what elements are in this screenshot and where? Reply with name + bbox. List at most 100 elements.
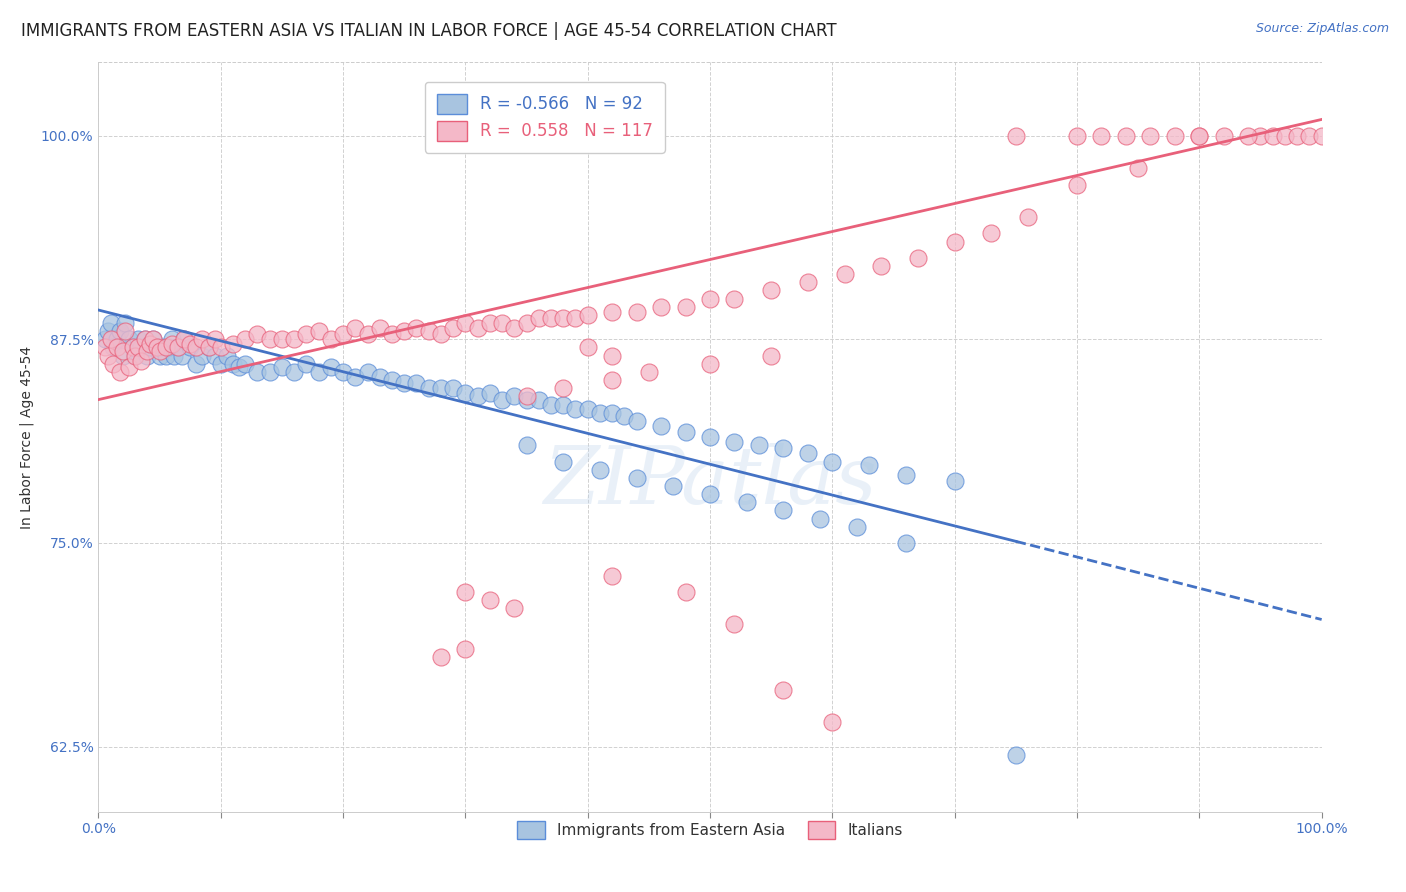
Point — [430, 327, 453, 342]
Point — [118, 359, 141, 374]
Point — [204, 349, 226, 363]
Point — [167, 341, 190, 355]
Point — [821, 715, 844, 730]
Point — [186, 341, 208, 355]
Point — [270, 332, 294, 346]
Point — [894, 536, 917, 550]
Point — [233, 332, 256, 346]
Point — [553, 381, 575, 395]
Point — [157, 341, 180, 355]
Point — [114, 316, 136, 330]
Point — [368, 369, 391, 384]
Point — [332, 327, 354, 342]
Point — [441, 381, 464, 395]
Point — [160, 337, 183, 351]
Point — [127, 341, 149, 355]
Point — [149, 349, 172, 363]
Point — [186, 357, 208, 371]
Point — [478, 593, 501, 607]
Point — [454, 386, 477, 401]
Point — [114, 324, 136, 338]
Point — [576, 402, 599, 417]
Point — [142, 332, 165, 346]
Point — [553, 454, 575, 468]
Point — [699, 292, 721, 306]
Point — [100, 316, 122, 330]
Point — [179, 341, 201, 355]
Point — [980, 227, 1002, 241]
Point — [1261, 128, 1284, 143]
Point — [381, 373, 404, 387]
Point — [858, 458, 880, 472]
Point — [662, 479, 685, 493]
Point — [134, 332, 156, 346]
Point — [418, 381, 440, 395]
Point — [93, 341, 115, 355]
Point — [454, 641, 477, 656]
Point — [699, 357, 721, 371]
Point — [97, 349, 120, 363]
Point — [441, 321, 464, 335]
Point — [761, 284, 783, 298]
Point — [870, 259, 893, 273]
Point — [283, 365, 305, 379]
Point — [228, 359, 250, 374]
Point — [295, 357, 318, 371]
Point — [356, 365, 378, 379]
Point — [179, 337, 201, 351]
Point — [515, 389, 537, 403]
Point — [600, 406, 623, 420]
Point — [589, 463, 612, 477]
Point — [197, 341, 219, 355]
Point — [735, 495, 758, 509]
Point — [308, 365, 330, 379]
Point — [1310, 128, 1333, 143]
Point — [626, 471, 648, 485]
Point — [405, 321, 427, 335]
Point — [748, 438, 770, 452]
Point — [308, 324, 330, 338]
Point — [491, 316, 513, 330]
Point — [626, 304, 648, 318]
Point — [564, 402, 586, 417]
Point — [155, 349, 177, 363]
Point — [167, 341, 190, 355]
Point — [454, 316, 477, 330]
Point — [808, 511, 831, 525]
Point — [155, 341, 177, 355]
Point — [259, 332, 281, 346]
Point — [723, 434, 745, 449]
Point — [405, 376, 427, 391]
Point — [430, 650, 453, 665]
Point — [222, 357, 245, 371]
Point — [110, 365, 132, 379]
Point — [100, 332, 122, 346]
Point — [259, 365, 281, 379]
Point — [600, 373, 623, 387]
Point — [150, 341, 173, 355]
Point — [675, 300, 697, 314]
Point — [430, 381, 453, 395]
Point — [1188, 128, 1211, 143]
Point — [1128, 161, 1150, 176]
Point — [160, 332, 183, 346]
Point — [215, 349, 238, 363]
Point — [173, 332, 195, 346]
Point — [1090, 128, 1112, 143]
Text: IMMIGRANTS FROM EASTERN ASIA VS ITALIAN IN LABOR FORCE | AGE 45-54 CORRELATION C: IMMIGRANTS FROM EASTERN ASIA VS ITALIAN … — [21, 22, 837, 40]
Point — [283, 332, 305, 346]
Point — [149, 343, 172, 358]
Text: Source: ZipAtlas.com: Source: ZipAtlas.com — [1256, 22, 1389, 36]
Point — [1066, 178, 1088, 192]
Point — [222, 337, 245, 351]
Point — [118, 332, 141, 346]
Point — [845, 519, 868, 533]
Point — [761, 349, 783, 363]
Point — [197, 341, 219, 355]
Point — [136, 349, 159, 363]
Point — [1274, 128, 1296, 143]
Point — [943, 235, 966, 249]
Point — [129, 341, 152, 355]
Point — [121, 341, 143, 355]
Point — [124, 349, 146, 363]
